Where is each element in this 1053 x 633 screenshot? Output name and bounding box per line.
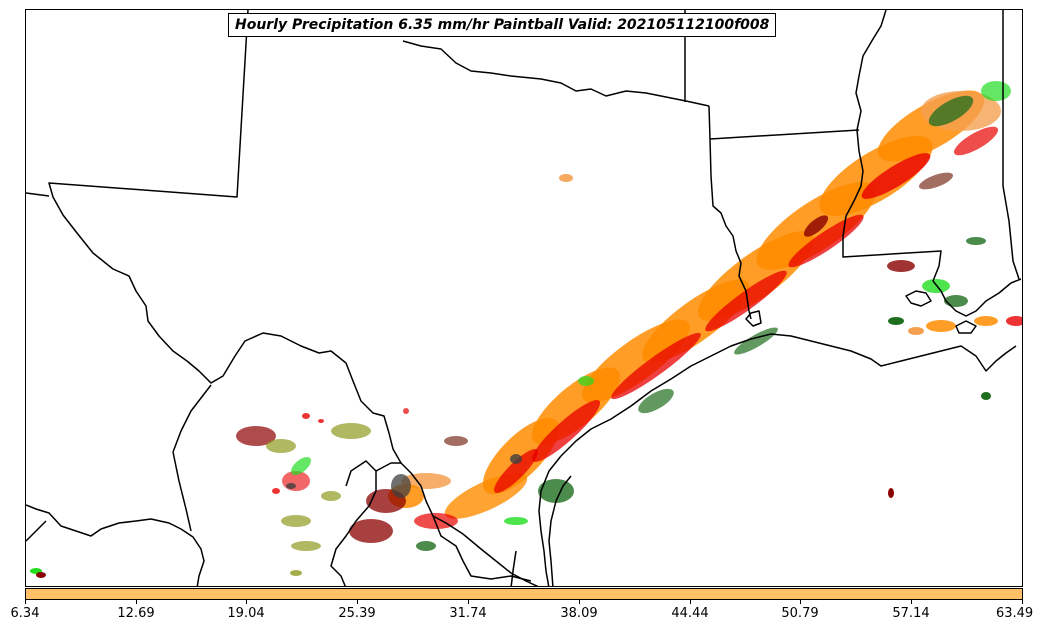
colorbar-tick-label: 25.39 bbox=[338, 606, 376, 621]
lake-pontchartrain bbox=[905, 290, 932, 307]
mexico-west-line bbox=[26, 192, 50, 197]
map-title: Hourly Precipitation 6.35 mm/hr Paintbal… bbox=[228, 13, 777, 37]
texas-border bbox=[48, 10, 539, 586]
scattered-rain-dots bbox=[36, 408, 409, 578]
colorbar-tick bbox=[800, 600, 801, 604]
map-panel bbox=[25, 9, 1023, 587]
rio-grande-lower bbox=[375, 462, 401, 472]
colorbar-tick-label: 57.14 bbox=[892, 606, 930, 621]
light-orange-rain-cells bbox=[908, 316, 1022, 335]
colorbar-tick bbox=[690, 600, 691, 604]
ar-la-border bbox=[709, 129, 860, 140]
tx-la-border bbox=[708, 105, 752, 320]
barrier-island bbox=[548, 475, 572, 586]
colorbar-tick-label: 38.09 bbox=[560, 606, 598, 621]
colorbar-tick bbox=[136, 600, 137, 604]
louisiana-delta bbox=[940, 278, 1022, 317]
texas-gulf-coast bbox=[538, 333, 1017, 586]
colorbar-tick bbox=[357, 600, 358, 604]
mexico-state-line bbox=[172, 384, 212, 453]
tamaulipas-line bbox=[432, 515, 532, 582]
mexico-state-line-2 bbox=[172, 451, 192, 532]
state-boundaries bbox=[26, 10, 1022, 586]
colorbar-tick bbox=[911, 600, 912, 604]
colorbar-tick-label: 63.49 bbox=[995, 606, 1034, 621]
red-rain-cores bbox=[282, 126, 999, 529]
colorbar-tick bbox=[468, 600, 469, 604]
colorbar-tick-label: 6.34 bbox=[10, 606, 40, 621]
colorbar-tick bbox=[1022, 600, 1023, 604]
gray-rain-cells bbox=[286, 454, 522, 498]
chihuahua-line bbox=[26, 520, 47, 542]
mx-state-line-3 bbox=[330, 460, 377, 586]
colorbar-tick-label: 50.79 bbox=[781, 606, 819, 621]
colorbar bbox=[25, 588, 1023, 600]
galveston-bay bbox=[745, 310, 762, 327]
mississippi-river bbox=[842, 10, 942, 292]
green-rain-cells bbox=[30, 81, 1011, 574]
colorbar-tick bbox=[246, 600, 247, 604]
map-canvas bbox=[26, 10, 1022, 586]
orange-rain-swath bbox=[388, 90, 1001, 519]
olive-rain-cells bbox=[266, 423, 371, 576]
colorbar-tick-label: 31.74 bbox=[449, 606, 487, 621]
colorbar-tick-label: 12.69 bbox=[117, 606, 155, 621]
red-river-border bbox=[402, 40, 710, 107]
ms-al-border bbox=[1002, 10, 1020, 280]
colorbar-tick-label: 19.04 bbox=[227, 606, 265, 621]
colorbar-tick-label: 44.44 bbox=[671, 606, 709, 621]
rio-grande-border bbox=[26, 504, 205, 586]
colorbar-tick bbox=[579, 600, 580, 604]
colorbar-tick bbox=[25, 600, 26, 604]
mexico-gulf-coast bbox=[510, 550, 517, 586]
lake-shore-2 bbox=[955, 320, 977, 334]
precipitation-band bbox=[30, 81, 1022, 578]
